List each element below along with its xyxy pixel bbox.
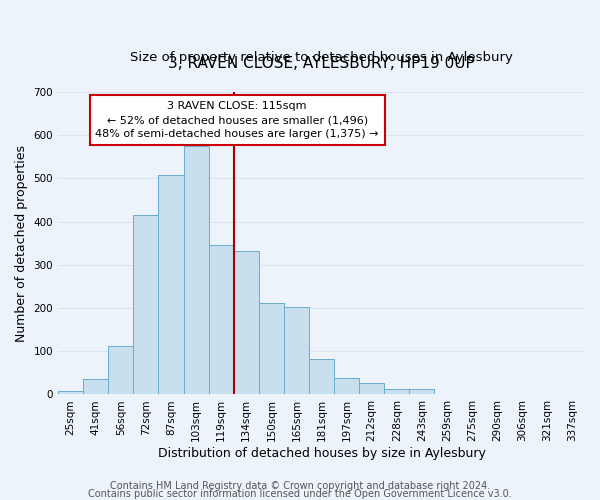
X-axis label: Distribution of detached houses by size in Aylesbury: Distribution of detached houses by size … [158,447,485,460]
Bar [184,146,209,394]
Bar [133,215,158,394]
Bar [58,391,83,394]
Bar [334,378,359,394]
Text: 3, RAVEN CLOSE, AYLESBURY, HP19 0UP: 3, RAVEN CLOSE, AYLESBURY, HP19 0UP [168,56,475,71]
Bar [309,358,334,394]
Bar [284,307,309,394]
Bar [209,246,233,394]
Bar [409,389,434,394]
Bar [359,383,384,394]
Title: Size of property relative to detached houses in Aylesbury: Size of property relative to detached ho… [130,52,513,64]
Bar [83,380,108,394]
Text: Contains HM Land Registry data © Crown copyright and database right 2024.: Contains HM Land Registry data © Crown c… [110,481,490,491]
Bar [108,346,133,395]
Text: Contains public sector information licensed under the Open Government Licence v3: Contains public sector information licen… [88,489,512,499]
Bar [233,250,259,394]
Y-axis label: Number of detached properties: Number of detached properties [15,144,28,342]
Bar [384,389,409,394]
Text: 3 RAVEN CLOSE: 115sqm
← 52% of detached houses are smaller (1,496)
48% of semi-d: 3 RAVEN CLOSE: 115sqm ← 52% of detached … [95,101,379,139]
Bar [158,175,184,394]
Bar [259,304,284,394]
